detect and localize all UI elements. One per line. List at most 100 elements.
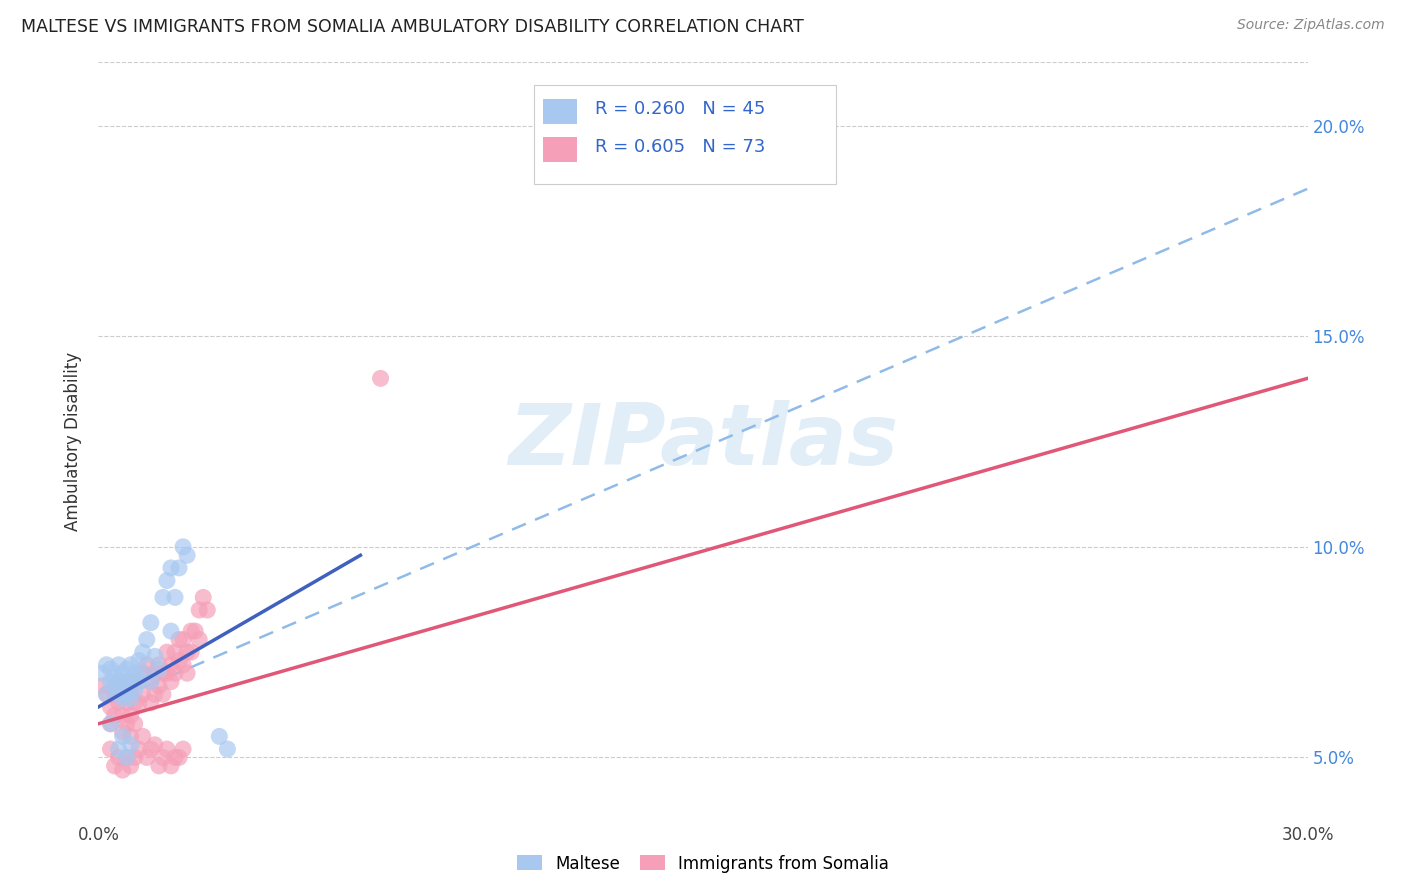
Point	[115, 696, 138, 710]
Point	[103, 670, 125, 684]
Point	[91, 679, 114, 693]
Point	[120, 708, 142, 723]
Point	[163, 591, 186, 605]
Point	[120, 691, 142, 706]
Point	[115, 750, 138, 764]
FancyBboxPatch shape	[543, 99, 578, 124]
Point	[111, 708, 134, 723]
Point	[143, 687, 166, 701]
Point	[160, 561, 183, 575]
Point	[176, 666, 198, 681]
Point	[115, 674, 138, 689]
Point	[156, 666, 179, 681]
Point	[120, 730, 142, 744]
Point	[132, 666, 155, 681]
Point	[107, 674, 129, 689]
Point	[124, 674, 146, 689]
Point	[107, 742, 129, 756]
Point	[96, 687, 118, 701]
Point	[111, 687, 134, 701]
Point	[143, 666, 166, 681]
Point	[103, 687, 125, 701]
Point	[107, 674, 129, 689]
Point	[128, 742, 150, 756]
Point	[176, 548, 198, 563]
Point	[111, 763, 134, 777]
Point	[160, 657, 183, 672]
Point	[156, 574, 179, 588]
Point	[143, 738, 166, 752]
Point	[139, 674, 162, 689]
Point	[163, 750, 186, 764]
Point	[208, 730, 231, 744]
Point	[193, 591, 215, 605]
Point	[111, 725, 134, 739]
Point	[120, 657, 142, 672]
Point	[107, 750, 129, 764]
Point	[103, 679, 125, 693]
Point	[107, 657, 129, 672]
Point	[152, 687, 174, 701]
Point	[96, 687, 118, 701]
Point	[172, 540, 194, 554]
Point	[152, 750, 174, 764]
Point	[160, 624, 183, 639]
Point	[103, 708, 125, 723]
Point	[132, 666, 155, 681]
Point	[91, 666, 114, 681]
Point	[124, 666, 146, 681]
Point	[124, 750, 146, 764]
Point	[156, 645, 179, 659]
Point	[115, 750, 138, 764]
Point	[163, 666, 186, 681]
Point	[115, 662, 138, 676]
Point	[100, 674, 122, 689]
Y-axis label: Ambulatory Disability: Ambulatory Disability	[65, 352, 83, 531]
Point	[124, 696, 146, 710]
Point	[139, 696, 162, 710]
Point	[167, 632, 190, 647]
Point	[128, 674, 150, 689]
Point	[100, 699, 122, 714]
Point	[128, 696, 150, 710]
Point	[139, 674, 162, 689]
Point	[135, 750, 157, 764]
Point	[184, 624, 207, 639]
Point	[115, 679, 138, 693]
Point	[139, 742, 162, 756]
Point	[217, 742, 239, 756]
Point	[148, 657, 170, 672]
Point	[163, 645, 186, 659]
Point	[152, 591, 174, 605]
Point	[132, 645, 155, 659]
Point	[111, 691, 134, 706]
Point	[172, 742, 194, 756]
Point	[148, 759, 170, 773]
Point	[135, 632, 157, 647]
Point	[124, 716, 146, 731]
Point	[124, 683, 146, 698]
Point	[167, 561, 190, 575]
Point	[103, 759, 125, 773]
Point	[100, 662, 122, 676]
Point	[115, 716, 138, 731]
Point	[148, 679, 170, 693]
Point	[160, 759, 183, 773]
Point	[139, 615, 162, 630]
Point	[148, 662, 170, 676]
Text: ZIPatlas: ZIPatlas	[508, 400, 898, 483]
Text: R = 0.605   N = 73: R = 0.605 N = 73	[595, 138, 766, 156]
Point	[111, 666, 134, 681]
Point	[100, 716, 122, 731]
Point	[107, 696, 129, 710]
Point	[180, 645, 202, 659]
Point	[111, 679, 134, 693]
Point	[111, 730, 134, 744]
Point	[100, 716, 122, 731]
Point	[167, 750, 190, 764]
Point	[370, 371, 392, 385]
Point	[195, 603, 218, 617]
FancyBboxPatch shape	[543, 136, 578, 161]
Point	[176, 645, 198, 659]
Point	[128, 674, 150, 689]
